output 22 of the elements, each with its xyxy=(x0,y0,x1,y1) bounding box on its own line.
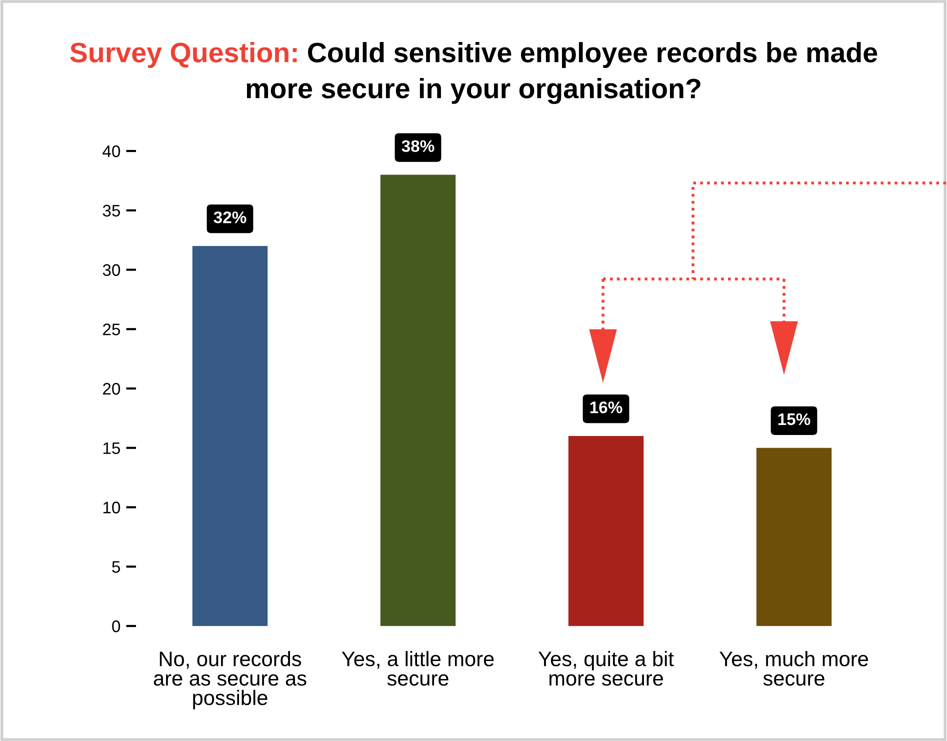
x-tick-label: Yes, a little more secure xyxy=(342,651,494,686)
y-tick-label: 30 xyxy=(102,264,120,276)
bar xyxy=(380,174,456,626)
data-label: 32% xyxy=(214,211,246,224)
data-label: 16% xyxy=(590,401,622,414)
y-tick-label: 5 xyxy=(112,561,120,573)
bar xyxy=(192,246,268,626)
y-tick-label: 0 xyxy=(112,620,120,632)
y-tick-label: 25 xyxy=(103,324,120,336)
x-tick-label: Yes, much more secure xyxy=(720,651,868,686)
data-label: 38% xyxy=(402,140,434,152)
y-tick-label: 10 xyxy=(103,502,120,514)
y-tick-label: 20 xyxy=(103,382,120,395)
y-tick-label: 15 xyxy=(103,442,120,454)
data-label: 15% xyxy=(778,413,810,426)
x-tick-label: No, our records are as secure as possible xyxy=(154,651,306,710)
y-tick-label: 40 xyxy=(102,145,120,158)
chart-title: Survey Question: Could sensitive employee records be made more secure in your organisation? xyxy=(70,42,878,104)
bar xyxy=(756,448,832,626)
y-tick-label: 35 xyxy=(102,204,120,217)
bar xyxy=(568,436,644,626)
x-tick-label: Yes, quite a bit more secure xyxy=(538,651,674,686)
